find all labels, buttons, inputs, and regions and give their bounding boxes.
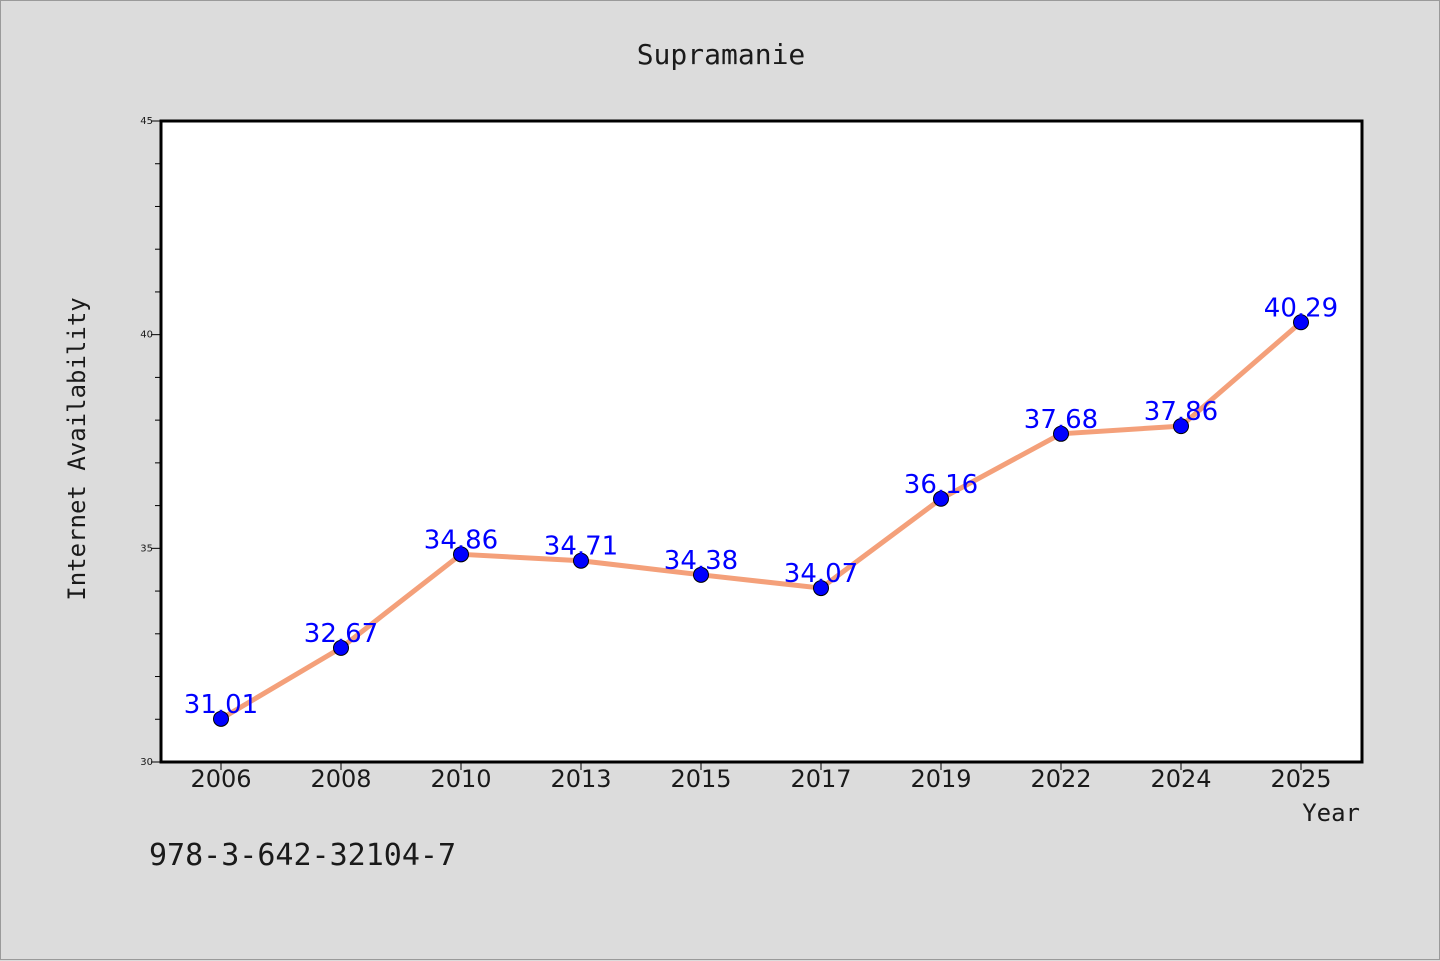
data-point bbox=[1173, 418, 1189, 435]
series-group bbox=[213, 314, 1309, 727]
x-tick-label: 2015 bbox=[670, 765, 731, 793]
data-label: 32.67 bbox=[304, 619, 378, 649]
data-label: 37.68 bbox=[1024, 405, 1098, 435]
y-tick-label: 30 bbox=[140, 757, 153, 768]
x-axis: 2006 2008 2010 2013 2015 2017 2019 2022 2024 2025 bbox=[190, 762, 1332, 793]
y-axis-label: Internet Availability bbox=[63, 297, 91, 600]
x-tick-label: 2017 bbox=[790, 765, 851, 793]
data-label: 40.29 bbox=[1264, 293, 1338, 323]
x-axis-label: Year bbox=[1302, 799, 1360, 827]
x-tick-label: 2008 bbox=[310, 765, 371, 793]
data-label: 37.86 bbox=[1144, 397, 1218, 427]
y-tick-label: 40 bbox=[140, 330, 153, 341]
data-point bbox=[213, 710, 229, 727]
y-tick-label: 45 bbox=[140, 116, 153, 127]
data-point bbox=[573, 552, 589, 569]
data-label: 36.16 bbox=[904, 470, 978, 500]
y-tick-label: 35 bbox=[140, 543, 153, 554]
data-point bbox=[1293, 314, 1309, 331]
data-label: 31.01 bbox=[184, 690, 258, 720]
data-point bbox=[933, 490, 949, 507]
data-label: 34.38 bbox=[664, 546, 738, 576]
x-tick-label: 2019 bbox=[910, 765, 971, 793]
x-tick-label: 2006 bbox=[190, 765, 251, 793]
chart-title: Supramanie bbox=[637, 38, 806, 71]
x-tick-label: 2010 bbox=[430, 765, 491, 793]
x-tick-label: 2022 bbox=[1030, 765, 1091, 793]
data-label: 34.71 bbox=[544, 532, 618, 562]
data-point bbox=[453, 546, 469, 563]
series-line bbox=[218, 319, 1304, 722]
data-point bbox=[813, 580, 829, 597]
isbn-note: 978-3-642-32104-7 bbox=[149, 838, 456, 873]
y-axis: 30 35 40 45 bbox=[140, 116, 161, 768]
data-point bbox=[1053, 425, 1069, 442]
x-tick-label: 2025 bbox=[1270, 765, 1331, 793]
data-point bbox=[693, 566, 709, 583]
data-labels-group: 31.01 32.67 34.86 34.71 34.38 34.07 36.16 37.68… bbox=[184, 293, 1338, 720]
data-point bbox=[333, 639, 349, 656]
x-tick-label: 2013 bbox=[550, 765, 611, 793]
data-label: 34.86 bbox=[424, 525, 498, 555]
plot-area bbox=[159, 119, 1364, 764]
x-tick-label: 2024 bbox=[1150, 765, 1211, 793]
data-label: 34.07 bbox=[784, 559, 858, 589]
